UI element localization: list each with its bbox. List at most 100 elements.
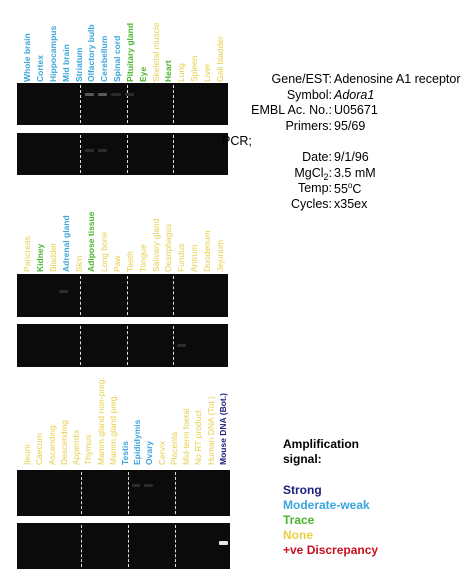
legend-title-line1: Amplification (283, 437, 360, 451)
lane-label: Long bone (99, 231, 110, 272)
legend-item-discrepancy: +ve Discrepancy (283, 543, 379, 557)
gene-key: Gene/EST: (271, 72, 332, 86)
lane-label: No RT product (193, 410, 204, 465)
legend-item-strong: Strong (283, 483, 322, 497)
gel-separator (173, 85, 174, 123)
lane-label: Appendix (71, 429, 82, 465)
lane-label: Skin (73, 255, 84, 272)
gel-band (124, 93, 134, 96)
lane-label: Caecum (34, 433, 45, 465)
lane-label: Hippocampus (48, 25, 59, 82)
panel-1-lane-labels: Whole brain Cortex Hippocampus Mid brain Str… (22, 2, 227, 82)
lane-label: Pituitary gland (124, 22, 135, 82)
panel-3-gel-top (17, 470, 230, 516)
gel-separator (173, 326, 174, 365)
lane-label: Mid-term foetal (181, 408, 192, 465)
gel-band (144, 484, 153, 487)
lane-label: Cervix (156, 440, 167, 465)
gel-separator (80, 135, 81, 173)
lane-label: Adrenal gland (60, 215, 71, 272)
embl-value: U05671 (334, 103, 378, 118)
gel-band (58, 290, 68, 293)
amplification-legend: Amplification signal: Strong Moderate-we… (283, 437, 378, 558)
lane-label: Oesophagus (163, 223, 174, 272)
panel-1-gel-bottom (17, 133, 228, 175)
panel-3-lane-labels: Ileum Caecum Ascending Descending Appendix Th… (22, 377, 230, 465)
mgcl-key: MgCl2: (294, 166, 332, 182)
gel-separator (81, 525, 82, 567)
lane-label: Heart (163, 60, 174, 82)
gel-band (131, 484, 141, 487)
gel-band (111, 93, 121, 96)
gel-separator (128, 525, 129, 567)
lane-label: Olfactory bulb (86, 24, 97, 82)
legend-title-line2: signal: (283, 452, 322, 466)
gel-separator (80, 276, 81, 315)
gel-band (84, 149, 95, 152)
gel-separator (127, 135, 128, 173)
lane-label: Ovary (144, 440, 155, 465)
lane-label: Pancreas (22, 236, 33, 272)
lane-label: Human DNA (Tot.) (205, 396, 216, 465)
lane-label: Striatum (73, 47, 84, 82)
gene-value: Adenosine A1 receptor (334, 72, 461, 86)
lane-label: Eye (137, 66, 148, 82)
cycles-value: x35ex (334, 196, 368, 211)
lane-label: Testis (120, 441, 130, 465)
gel-separator (175, 472, 176, 514)
symbol-key: Symbol: (286, 87, 332, 102)
lane-label: Duodenum (201, 230, 212, 272)
lane-label: Mamm.gland preg. (107, 394, 118, 465)
lane-label: Gall bladder (214, 36, 225, 82)
gel-separator (81, 472, 82, 514)
panel-1-gel-top (17, 83, 228, 125)
panel-2-gel-bottom (17, 324, 228, 367)
gel-band (98, 93, 108, 96)
temp-key: Temp: (297, 181, 332, 196)
gel-separator (175, 525, 176, 567)
lane-label: Cerebellum (99, 35, 110, 82)
lane-label: Adipose tissue (86, 211, 97, 272)
gel-separator (80, 326, 81, 365)
lane-label: Ileum (22, 444, 33, 465)
lane-label: Descending (58, 420, 69, 465)
gel-separator (127, 326, 128, 365)
legend-item-none: None (283, 528, 313, 542)
temp-value-main: 55 (334, 182, 348, 197)
gel-separator (173, 135, 174, 173)
lane-label: Fundus (176, 243, 187, 272)
legend-item-trace: Trace (283, 513, 315, 527)
lane-label: Thymus (83, 434, 94, 465)
mgcl-key-sub: 2 (323, 171, 329, 182)
lane-label: Liver (201, 63, 212, 82)
panel-2-lane-labels: Pancreas Kidney Bladder Adrenal gland Skin Ad… (22, 192, 227, 272)
date-value: 9/1/96 (334, 149, 369, 164)
gel-separator (128, 472, 129, 514)
lane-label: Skeletal muscle (150, 22, 161, 82)
lane-label: Spleen (188, 55, 199, 82)
lane-label: Ascending (46, 425, 57, 465)
legend-item-moderate: Moderate-weak (283, 498, 370, 512)
gel-band (177, 344, 187, 347)
temp-value-sup: o (347, 181, 353, 191)
lane-label: Mamm.gland non-preg. (95, 377, 106, 465)
primers-key: Primers: (285, 118, 332, 133)
temp-value-tail: C (352, 182, 362, 197)
gel-separator (173, 276, 174, 315)
gel-band (98, 149, 108, 152)
lane-label: Lung (176, 63, 187, 82)
gel-separator (80, 85, 81, 123)
lane-label: Salivary gland (150, 218, 161, 272)
symbol-value: Adora1 (334, 87, 375, 102)
gel-band (84, 93, 95, 96)
cycles-key: Cycles: (291, 196, 332, 211)
lane-label: Jejunum (214, 239, 225, 272)
mgcl-key-tail: : (328, 165, 332, 180)
lane-label: Placenta (168, 431, 179, 465)
mgcl-key-main: MgCl (294, 165, 324, 180)
lane-label: Mid brain (60, 44, 71, 82)
lane-label: Paw (112, 255, 123, 272)
lane-label: Kidney (35, 243, 46, 272)
gel-band (219, 541, 228, 545)
lane-label: Bladder (48, 242, 59, 272)
